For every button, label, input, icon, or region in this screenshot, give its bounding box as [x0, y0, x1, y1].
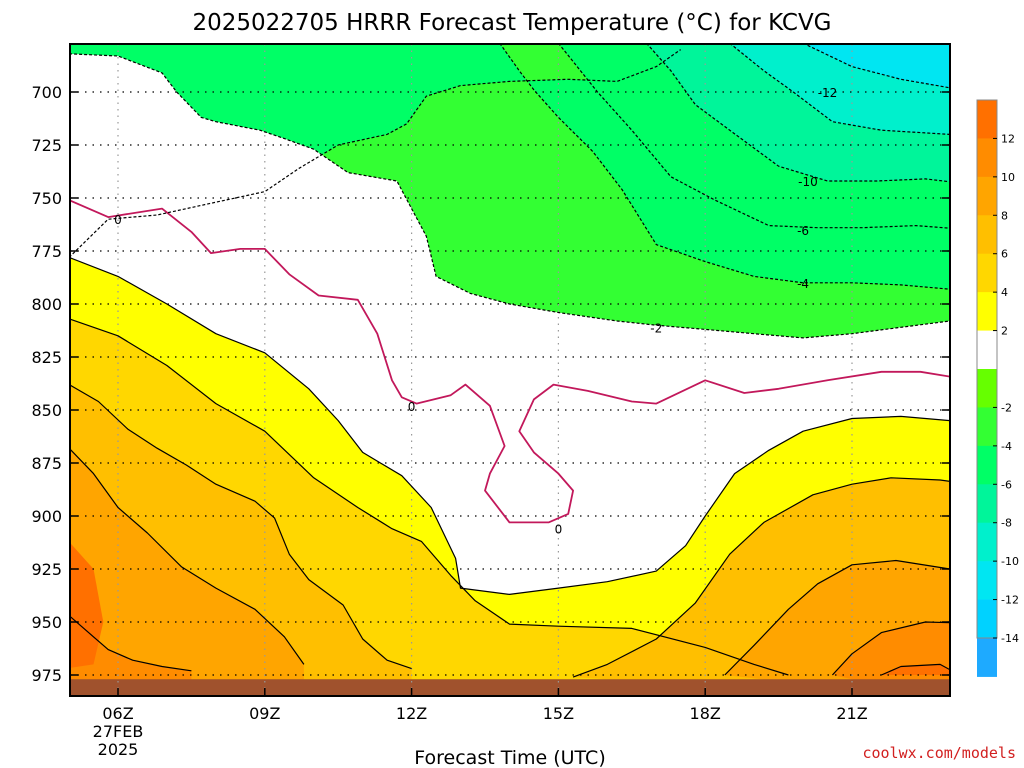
colorbar-tick-label: -12 [1001, 594, 1019, 607]
x-tick-label: 12Z [396, 704, 427, 723]
contour-labels: 0 0 0 -2 -4 -6 -10 -12 [114, 86, 838, 537]
colorbar-frame [976, 99, 998, 639]
y-tick-label: 750 [31, 189, 62, 208]
credit-text: coolwx.com/models [862, 744, 1016, 762]
colorbar-band [977, 522, 997, 562]
colorbar-tick-label: 4 [1001, 286, 1008, 299]
band-plus10-right [832, 622, 950, 696]
contour-label: 0 [114, 213, 122, 227]
isotherm-minus12 [803, 44, 950, 89]
colorbar-tick-label: -10 [1001, 555, 1019, 568]
colorbar-band [977, 484, 997, 524]
y-tick-label: 775 [31, 242, 62, 261]
isotherm-minus8 [646, 44, 950, 183]
colorbar-band [977, 561, 997, 601]
x-tick-label: 18Z [690, 704, 721, 723]
x-tick-label: 21Z [836, 704, 867, 723]
y-tick-label: 850 [31, 401, 62, 420]
isotherm-6 [724, 559, 950, 676]
isotherm-0 [70, 199, 950, 524]
y-tick-label: 725 [31, 136, 62, 155]
band-plus10-left [70, 616, 192, 696]
x-tick-label: 15Z [543, 704, 574, 723]
contour-label: -4 [797, 277, 809, 291]
grid [70, 44, 950, 696]
plot-frame [69, 43, 951, 697]
y-tick-label: 800 [31, 295, 62, 314]
y-tick-label: 950 [31, 613, 62, 632]
band-minus16 [950, 39, 974, 58]
colorbar-tick-label: -2 [1001, 401, 1012, 414]
contour-label: -6 [797, 224, 809, 238]
x-tick-label: 09Z [249, 704, 280, 723]
y-axis: 700 725 750 775 800 825 850 875 900 925 950 975 [31, 83, 950, 685]
colorbar-tick-label: 10 [1001, 171, 1015, 184]
isotherm-lines [70, 44, 950, 678]
colorbar-band [977, 253, 997, 293]
contour-label: 0 [408, 400, 416, 414]
colorbar-tick-label: -8 [1001, 517, 1012, 530]
isotherm-6 [70, 448, 305, 665]
colorbar-tick-label: 2 [1001, 325, 1008, 338]
contour-label: -12 [818, 86, 838, 100]
band-plus12-right [881, 664, 950, 675]
colorbar-band [977, 215, 997, 255]
isotherm-0 [70, 257, 950, 596]
colorbar-tick-label: 8 [1001, 209, 1008, 222]
isotherm-minus4 [499, 44, 950, 290]
colorbar-band [977, 176, 997, 216]
colorbar-band [977, 407, 997, 447]
colorbar-band [977, 638, 997, 677]
y-tick-label: 900 [31, 507, 62, 526]
colorbar-tick-label: 12 [1001, 132, 1015, 145]
y-tick-label: 875 [31, 454, 62, 473]
y-tick-label: 825 [31, 348, 62, 367]
colorbar-band [977, 330, 997, 370]
band-plus12 [70, 542, 104, 668]
contour-label: -2 [650, 321, 662, 335]
x-tick-date: 27FEB [93, 722, 144, 741]
band-minus14 [804, 44, 950, 88]
isotherm-minus4 [70, 49, 682, 258]
isotherm-8 [70, 615, 192, 672]
y-tick-label: 975 [31, 666, 62, 685]
colorbar-tick-label: 6 [1001, 248, 1008, 261]
band-plus8-left [70, 449, 304, 696]
isotherm-4 [70, 384, 412, 670]
ground-strip [70, 679, 950, 696]
x-axis-label: Forecast Time (UTC) [414, 747, 605, 768]
temperature-fill [70, 39, 974, 696]
x-tick-label: 06Z [102, 704, 133, 723]
chart-title: 2025022705 HRRR Forecast Temperature (°C… [192, 10, 831, 36]
y-tick-label: 925 [31, 560, 62, 579]
colorbar-band [977, 369, 997, 408]
colorbar-band [977, 138, 997, 178]
colorbar: 12 10 8 6 4 2 -2 -4 -6 -8 -10 -12 -14 [976, 99, 1019, 677]
isotherm-2 [70, 318, 789, 676]
isotherm-4 [572, 477, 950, 678]
colorbar-band [977, 599, 997, 639]
colorbar-band [977, 100, 997, 139]
contour-label: -10 [798, 175, 818, 189]
colorbar-band [977, 445, 997, 485]
isotherm-minus2 [70, 53, 950, 339]
colorbar-band [977, 292, 997, 332]
y-tick-label: 700 [31, 83, 62, 102]
colorbar-tick-label: -6 [1001, 478, 1012, 491]
x-tick-year: 2025 [98, 740, 139, 759]
ground-below-surface [70, 679, 950, 696]
contour-label: 0 [555, 523, 563, 537]
colorbar-tick-label: -4 [1001, 440, 1012, 453]
colorbar-tick-label: -14 [1001, 632, 1019, 645]
